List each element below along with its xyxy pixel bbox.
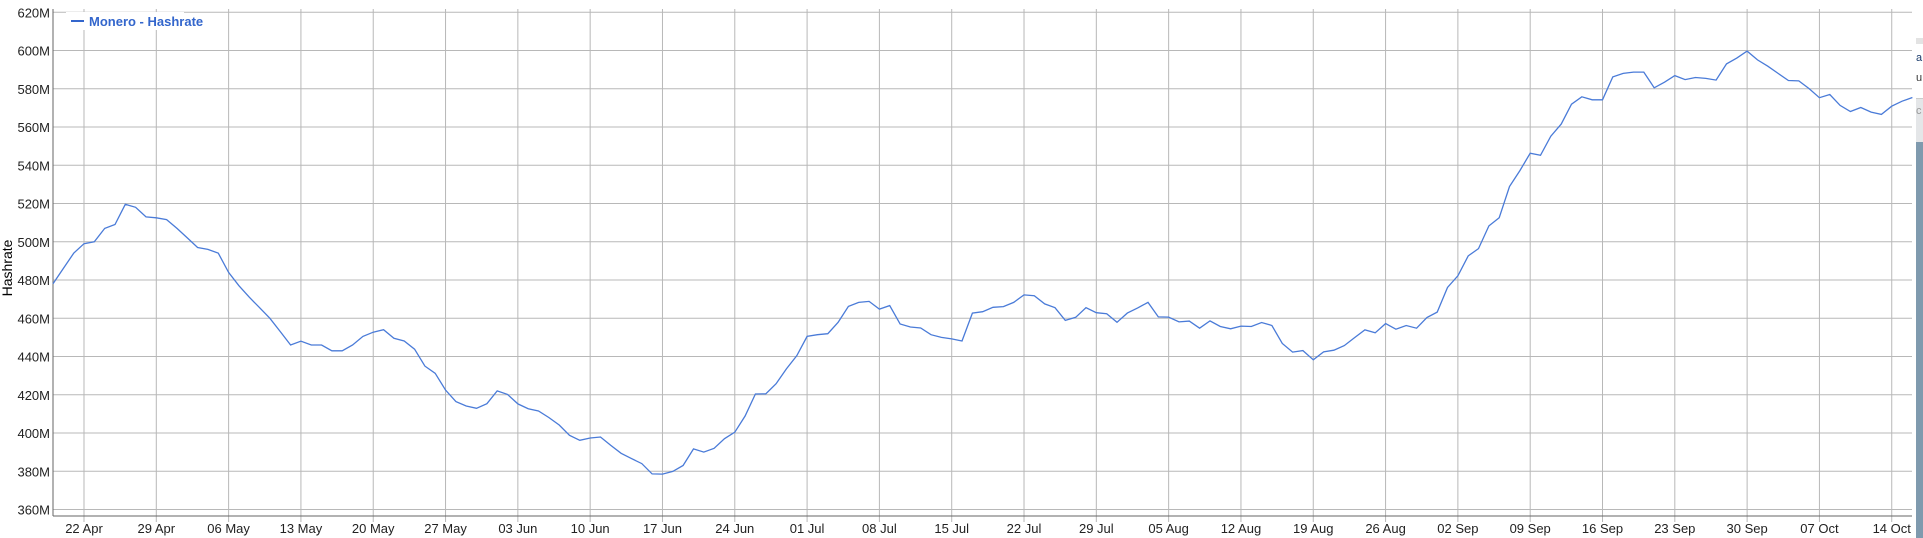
x-tick-label: 22 Apr (65, 521, 103, 536)
x-tick-label: 24 Jun (715, 521, 754, 536)
x-tick-label: 27 May (424, 521, 467, 536)
legend-entry-label[interactable]: Monero - Hashrate (89, 14, 203, 29)
side-panel-box: c (1916, 98, 1923, 143)
horizontal-gridlines (53, 11, 1912, 510)
side-panel-text-1: a (1916, 52, 1923, 64)
y-tick-label: 400M (17, 426, 50, 441)
y-tick-label: 500M (17, 235, 50, 250)
side-panel-scrollbar[interactable] (1916, 142, 1923, 538)
y-tick-label: 380M (17, 464, 50, 479)
x-tick-label: 26 Aug (1365, 521, 1406, 536)
x-tick-label: 29 Apr (138, 521, 176, 536)
legend-background (66, 12, 184, 30)
x-tick-label: 22 Jul (1007, 521, 1042, 536)
y-tick-label: 600M (17, 44, 50, 59)
x-tick-label: 01 Jul (790, 521, 825, 536)
x-tick-label: 06 May (207, 521, 250, 536)
x-tick-label: 14 Oct (1873, 521, 1912, 536)
x-tick-label: 12 Aug (1221, 521, 1262, 536)
x-tick-labels: 22 Apr 29 Apr 06 May 13 May 20 May 27 May 03 J… (65, 521, 1911, 536)
side-panel-strip (1916, 38, 1923, 44)
y-tick-label: 440M (17, 350, 50, 365)
legend[interactable]: Monero - Hashrate (66, 12, 203, 30)
x-tick-label: 30 Sep (1727, 521, 1768, 536)
y-tick-label: 360M (17, 503, 50, 518)
y-axis-label: Hashrate (0, 239, 15, 296)
y-tick-label: 520M (17, 197, 50, 212)
x-tick-label: 20 May (352, 521, 395, 536)
x-tick-label: 15 Jul (934, 521, 969, 536)
y-tick-label: 580M (17, 82, 50, 97)
data-points (52, 50, 1913, 475)
side-panel-box-text: c (1916, 105, 1922, 117)
y-tick-label: 540M (17, 158, 50, 173)
y-tick-label: 620M (17, 5, 50, 20)
x-tick-label: 08 Jul (862, 521, 897, 536)
side-panel-text-2: u (1916, 72, 1923, 84)
y-tick-label: 460M (17, 311, 50, 326)
x-tick-label: 23 Sep (1654, 521, 1695, 536)
x-tick-label: 16 Sep (1582, 521, 1623, 536)
x-tick-label: 29 Jul (1079, 521, 1114, 536)
side-panel-partial: a u c (1916, 0, 1923, 538)
y-tick-label: 480M (17, 273, 50, 288)
x-tick-label: 19 Aug (1293, 521, 1334, 536)
y-tick-labels: 360M 380M 400M 420M 440M 460M 480M 500M 520M 540M… (17, 5, 50, 517)
x-tick-label: 07 Oct (1800, 521, 1839, 536)
y-tick-label: 560M (17, 120, 50, 135)
x-tick-label: 09 Sep (1510, 521, 1551, 536)
y-tick-label: 420M (17, 388, 50, 403)
x-tick-label: 10 Jun (571, 521, 610, 536)
x-tick-label: 13 May (280, 521, 323, 536)
x-tick-label: 05 Aug (1148, 521, 1189, 536)
x-tick-label: 17 Jun (643, 521, 682, 536)
series-line-monero-hashrate (52, 50, 1913, 475)
vertical-gridlines (83, 9, 1893, 522)
x-tick-label: 03 Jun (498, 521, 537, 536)
x-tick-label: 02 Sep (1437, 521, 1478, 536)
